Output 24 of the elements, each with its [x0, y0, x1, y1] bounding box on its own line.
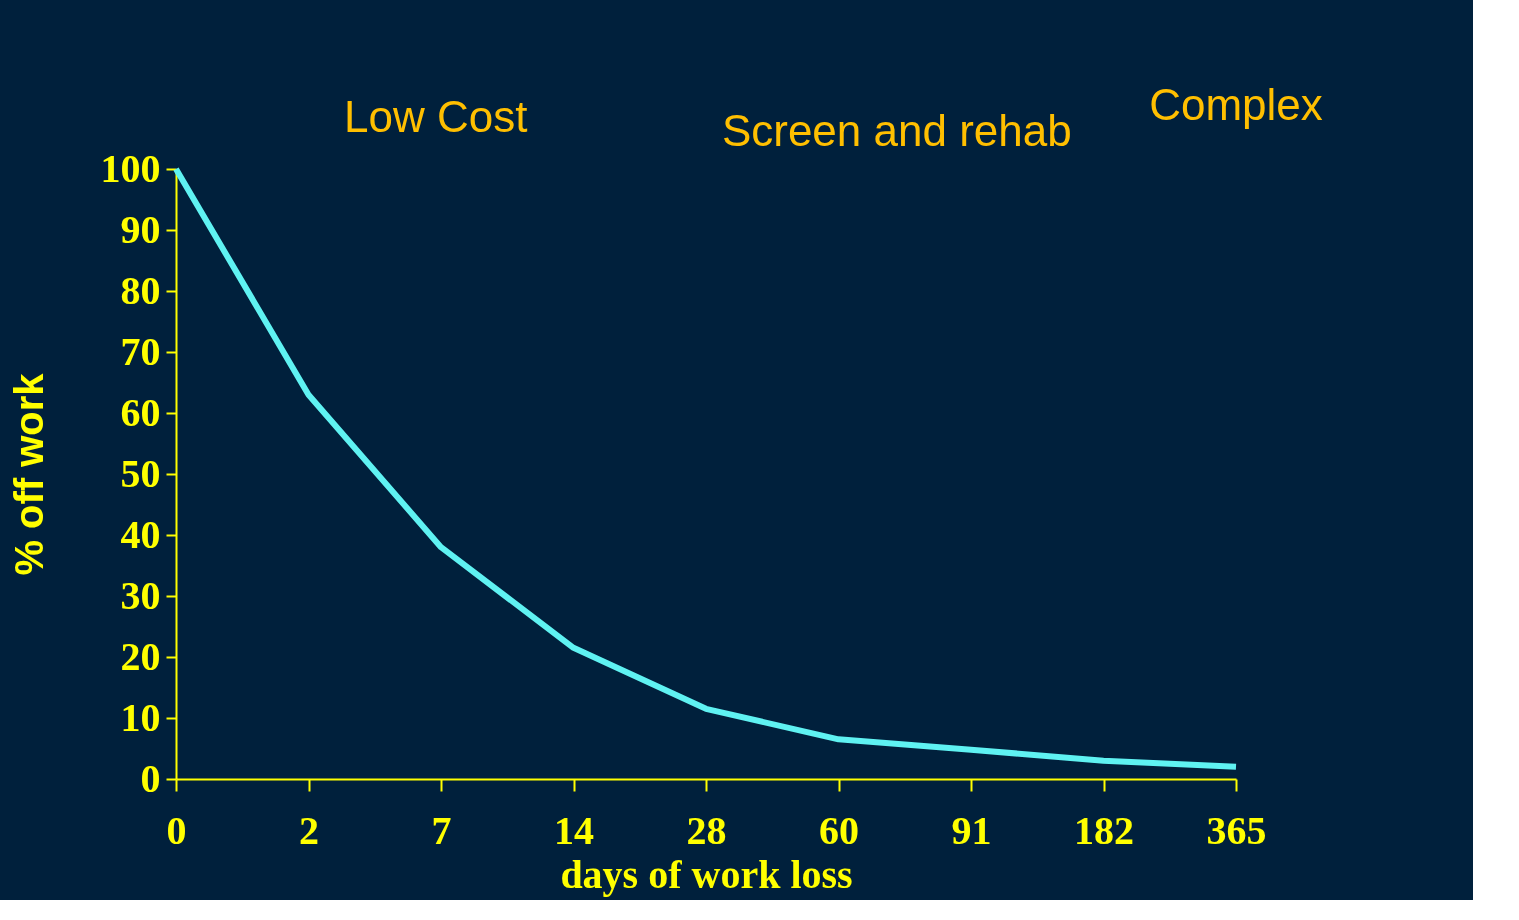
y-tick-label: 0 [140, 755, 161, 801]
text: Complex [1149, 80, 1323, 129]
y-tick-label: 70 [120, 328, 161, 374]
x-tick-label: 7 [431, 807, 452, 853]
x-tick-label: 60 [819, 807, 859, 853]
y-tick-label: 60 [120, 389, 161, 435]
y-tick-label: 40 [120, 511, 161, 557]
y-tick-label: 90 [120, 206, 161, 252]
text: Low Cost [343, 92, 528, 141]
text: Screen and rehab [721, 106, 1072, 155]
y-tick-label: 100 [100, 145, 161, 191]
y-tick-label: 10 [120, 694, 161, 740]
y-axis-title: % off work [6, 372, 51, 576]
x-tick-label: 14 [554, 807, 594, 853]
y-tick-label: 50 [120, 450, 161, 496]
y-tick-label: 20 [120, 633, 161, 679]
y-tick-label: 80 [120, 267, 161, 313]
x-tick-label: 365 [1206, 807, 1267, 853]
y-tick-label: 30 [120, 572, 161, 618]
x-tick-label: 2 [299, 807, 319, 853]
x-tick-label: 28 [686, 807, 727, 853]
x-tick-label: 182 [1074, 807, 1134, 853]
x-axis-title: days of work loss [560, 851, 853, 897]
x-tick-label: 91 [951, 807, 992, 853]
